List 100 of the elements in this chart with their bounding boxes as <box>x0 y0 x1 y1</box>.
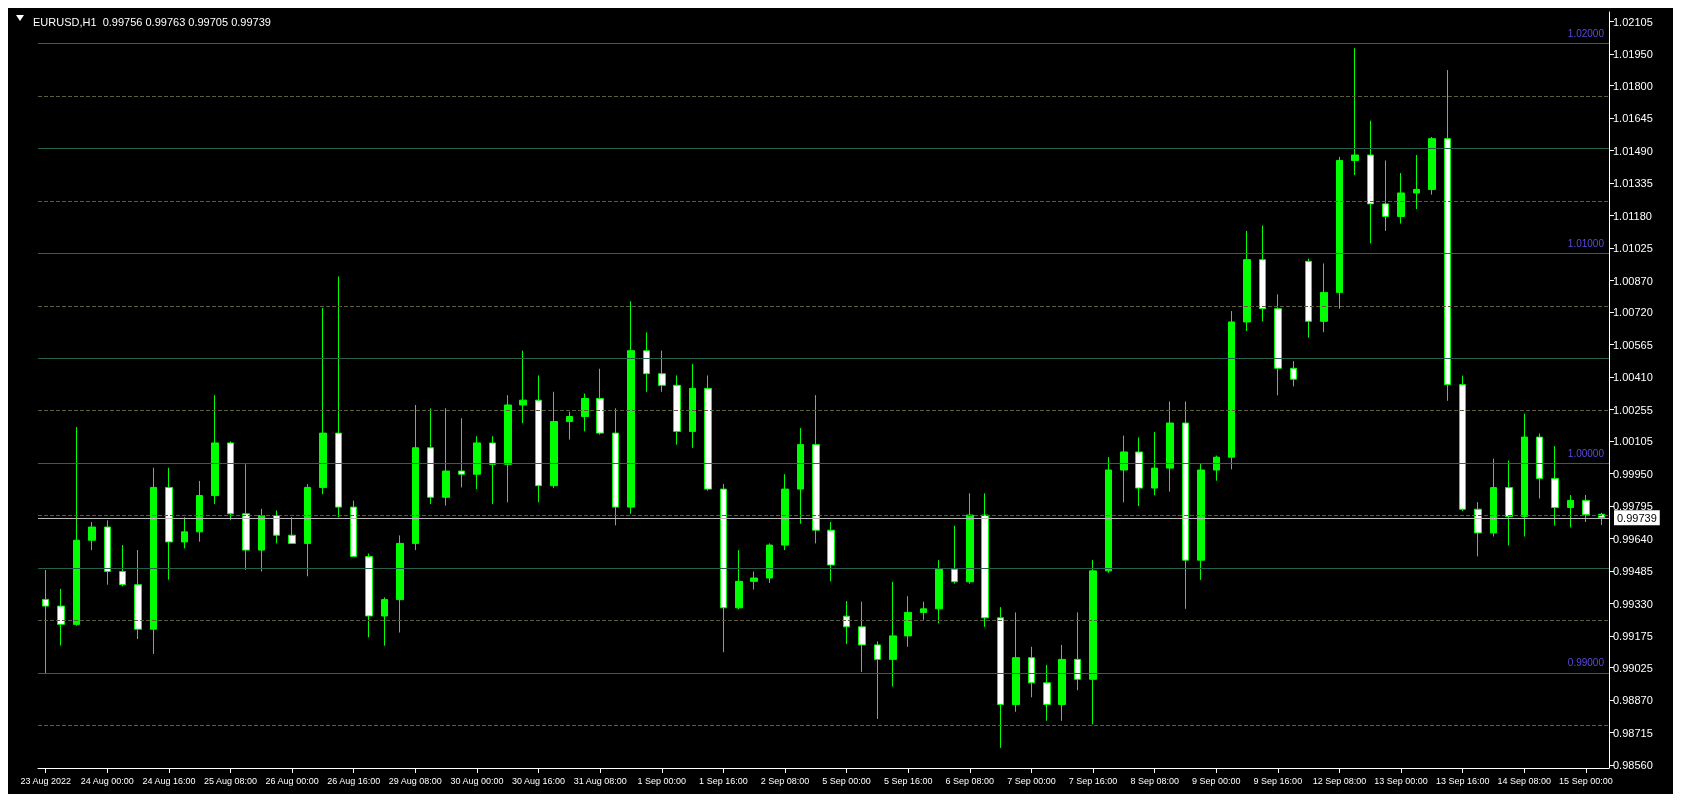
candlestick <box>1089 559 1097 725</box>
candlestick <box>1382 159 1389 232</box>
candlestick <box>42 569 49 675</box>
candlestick <box>1521 413 1528 537</box>
candlestick <box>1135 437 1143 507</box>
candlestick <box>843 600 850 645</box>
candlestick <box>720 483 727 653</box>
x-tick-label: 9 Sep 00:00 <box>1191 775 1241 786</box>
candlestick <box>1197 462 1205 581</box>
x-tick-label: 1 Sep 16:00 <box>699 775 748 786</box>
candlestick <box>57 588 65 647</box>
candlestick <box>766 542 773 584</box>
candlestick <box>1428 136 1436 196</box>
candlestick <box>658 350 666 393</box>
candlestick <box>319 307 327 495</box>
candlestick <box>581 392 589 432</box>
candlestick <box>489 435 496 505</box>
candlestick <box>458 417 465 488</box>
ref-line-label: 0.99739 <box>1617 511 1657 524</box>
ref-line-label: 1.00000 <box>1567 447 1605 459</box>
y-tick-label: 1.02105 <box>1613 15 1653 28</box>
candlestick <box>273 509 280 544</box>
candlestick <box>335 275 342 518</box>
x-tick-label: 31 Aug 08:00 <box>573 775 627 786</box>
candlestick <box>304 483 311 577</box>
y-tick-label: 0.99485 <box>1613 565 1653 578</box>
chart-title: EURUSD,H1 0.99756 0.99763 0.99705 0.99739 <box>33 15 271 28</box>
candlestick <box>504 394 512 503</box>
candlestick <box>535 374 542 503</box>
candlestick <box>134 549 142 640</box>
x-tick-label: 29 Aug 08:00 <box>388 775 442 786</box>
x-tick-label: 14 Sep 08:00 <box>1497 775 1552 786</box>
x-tick-label: 5 Sep 16:00 <box>883 775 933 786</box>
candlestick <box>966 492 974 585</box>
x-tick-label: 1 Sep 00:00 <box>637 775 687 786</box>
x-tick-label: 7 Sep 16:00 <box>1068 775 1118 786</box>
candlestick <box>812 394 820 544</box>
ref-line-label: 1.01000 <box>1567 237 1605 249</box>
ref-line-label: 0.99000 <box>1567 657 1605 669</box>
x-tick-label: 26 Aug 00:00 <box>265 775 319 786</box>
candlestick <box>904 595 912 648</box>
candlestick <box>1567 494 1574 528</box>
candlestick <box>150 467 157 655</box>
x-tick-label: 5 Sep 00:00 <box>822 775 871 786</box>
x-tick-label: 9 Sep 16:00 <box>1253 775 1303 786</box>
candlestick <box>1166 400 1174 493</box>
candlestick <box>242 463 250 571</box>
candlestick <box>365 552 373 638</box>
candlestick <box>1474 501 1482 557</box>
candlestick <box>1074 611 1081 691</box>
candlestick <box>396 534 404 634</box>
y-tick-label: 1.00255 <box>1613 403 1653 416</box>
candlestick <box>735 549 743 610</box>
y-tick-label: 1.01335 <box>1613 177 1653 190</box>
candlestick <box>1259 224 1266 322</box>
candlestick <box>473 435 481 490</box>
candlestick <box>1243 230 1251 332</box>
candlestick <box>119 544 126 587</box>
y-tick-label: 1.01950 <box>1613 48 1653 61</box>
x-tick-label: 24 Aug 16:00 <box>142 775 196 786</box>
ref-line-label: 1.02000 <box>1567 28 1605 40</box>
candlestick <box>1213 455 1220 482</box>
candlestick <box>643 331 650 393</box>
x-tick-label: 6 Sep 08:00 <box>945 775 995 786</box>
candlestick <box>258 508 265 572</box>
candlestick <box>227 440 234 521</box>
candlestick <box>951 525 958 585</box>
candlestick <box>612 407 619 526</box>
candlestick <box>1105 456 1112 574</box>
candlestick <box>1490 458 1497 537</box>
candlestick <box>874 640 881 720</box>
y-tick-label: 0.98560 <box>1613 759 1653 772</box>
y-tick-label: 1.01645 <box>1613 112 1653 125</box>
candlestick <box>288 516 296 544</box>
candlestick <box>181 516 188 549</box>
candlestick <box>1582 494 1590 523</box>
y-tick-label: 1.00565 <box>1613 338 1653 351</box>
x-tick-label: 26 Aug 16:00 <box>327 775 381 786</box>
candlestick <box>827 521 835 582</box>
x-tick-label: 25 Aug 08:00 <box>203 775 258 786</box>
y-tick-label: 1.00720 <box>1613 306 1653 319</box>
candlestick <box>104 519 111 586</box>
y-tick-label: 1.01800 <box>1613 79 1653 92</box>
y-tick-label: 1.00870 <box>1613 274 1653 287</box>
x-tick-label: 24 Aug 00:00 <box>80 775 134 786</box>
candlestick <box>1151 431 1158 496</box>
candlestick <box>381 596 388 647</box>
x-tick-label: 7 Sep 00:00 <box>1007 775 1056 786</box>
candlestick <box>1551 445 1559 527</box>
y-tick-label: 0.98870 <box>1613 694 1653 707</box>
candlestick <box>1305 258 1312 339</box>
candlestick <box>797 427 804 525</box>
candlestick <box>1012 611 1020 713</box>
y-tick-label: 0.99640 <box>1613 532 1653 545</box>
y-tick-label: 0.99025 <box>1613 661 1653 674</box>
candlestick <box>889 581 897 687</box>
candlestick <box>935 559 943 624</box>
candlestick <box>704 374 712 492</box>
x-tick-label: 13 Sep 00:00 <box>1374 775 1428 786</box>
candlestick <box>858 601 866 673</box>
